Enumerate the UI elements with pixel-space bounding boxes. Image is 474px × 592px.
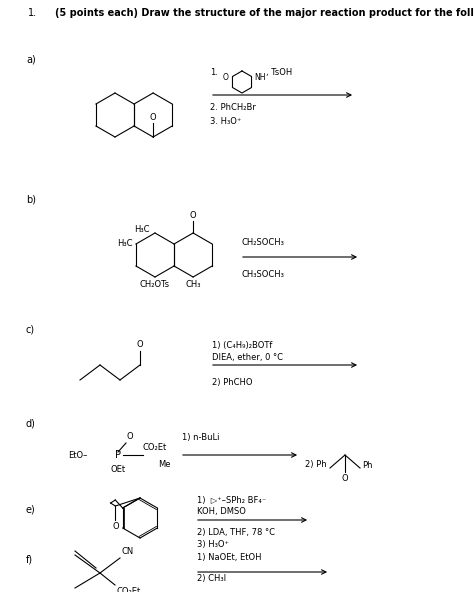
Text: 1) (C₄H₉)₂BOTf: 1) (C₄H₉)₂BOTf bbox=[212, 341, 273, 350]
Text: KOH, DMSO: KOH, DMSO bbox=[197, 507, 246, 516]
Text: O: O bbox=[223, 73, 229, 82]
Text: O: O bbox=[150, 113, 156, 122]
Text: 2) PhCHO: 2) PhCHO bbox=[212, 378, 253, 387]
Text: O: O bbox=[342, 474, 348, 483]
Text: 2. PhCH₂Br: 2. PhCH₂Br bbox=[210, 103, 256, 112]
Text: EtO–: EtO– bbox=[68, 451, 87, 459]
Text: Ph: Ph bbox=[362, 461, 373, 469]
Text: d): d) bbox=[26, 418, 36, 428]
Text: CH₂OTs: CH₂OTs bbox=[140, 280, 170, 289]
Text: H₃C: H₃C bbox=[135, 226, 150, 234]
Text: 1.: 1. bbox=[210, 68, 218, 77]
Text: b): b) bbox=[26, 195, 36, 205]
Text: CH₃SOCH₃: CH₃SOCH₃ bbox=[242, 270, 285, 279]
Text: 3. H₃O⁺: 3. H₃O⁺ bbox=[210, 117, 241, 126]
Text: O: O bbox=[112, 522, 118, 531]
Text: DIEA, ether, 0 °C: DIEA, ether, 0 °C bbox=[212, 353, 283, 362]
Text: CN: CN bbox=[122, 547, 134, 556]
Text: Me: Me bbox=[158, 460, 171, 469]
Text: 1)  ▷⁺–SPh₂ BF₄⁻: 1) ▷⁺–SPh₂ BF₄⁻ bbox=[197, 496, 266, 505]
Text: 2) CH₃I: 2) CH₃I bbox=[197, 574, 226, 583]
Text: 1) NaOEt, EtOH: 1) NaOEt, EtOH bbox=[197, 553, 262, 562]
Text: CH₃: CH₃ bbox=[185, 280, 201, 289]
Text: , TsOH: , TsOH bbox=[266, 68, 292, 77]
Text: 2) LDA, THF, 78 °C: 2) LDA, THF, 78 °C bbox=[197, 528, 275, 537]
Text: CH₂SOCH₃: CH₂SOCH₃ bbox=[242, 238, 285, 247]
Text: 1) n-BuLi: 1) n-BuLi bbox=[182, 433, 219, 442]
Text: 3) H₃O⁺: 3) H₃O⁺ bbox=[197, 540, 229, 549]
Text: e): e) bbox=[26, 505, 36, 515]
Text: H₃C: H₃C bbox=[118, 240, 133, 249]
Text: OEt: OEt bbox=[110, 465, 126, 474]
Text: c): c) bbox=[26, 325, 35, 335]
Text: CO₂Et: CO₂Et bbox=[143, 443, 167, 452]
Text: O: O bbox=[127, 432, 134, 441]
Text: CO₂Et: CO₂Et bbox=[117, 587, 141, 592]
Text: 2) Ph: 2) Ph bbox=[305, 461, 327, 469]
Text: P: P bbox=[115, 450, 121, 460]
Text: NH: NH bbox=[254, 73, 265, 82]
Text: O: O bbox=[137, 340, 143, 349]
Text: O: O bbox=[190, 211, 196, 220]
Text: f): f) bbox=[26, 555, 33, 565]
Text: 1.: 1. bbox=[28, 8, 37, 18]
Text: a): a) bbox=[26, 55, 36, 65]
Text: (5 points each) Draw the structure of the major reaction product for the followi: (5 points each) Draw the structure of th… bbox=[28, 8, 474, 18]
